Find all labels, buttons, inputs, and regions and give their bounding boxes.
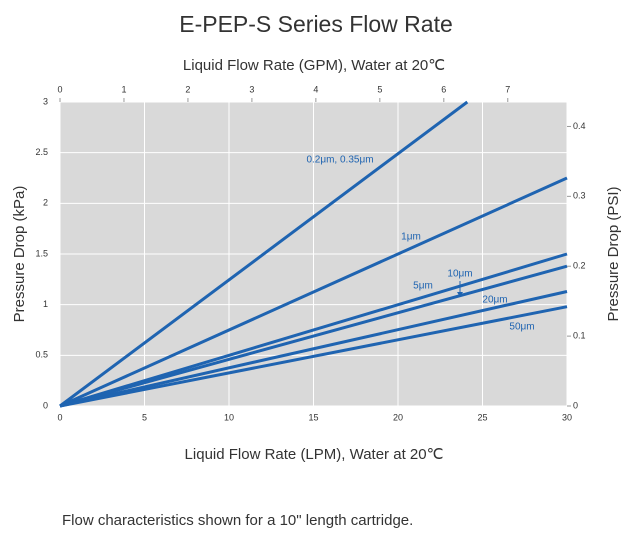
series-line bbox=[59, 290, 568, 408]
y2-tick-label: 0.3 bbox=[573, 191, 586, 201]
series-label: 0.2μm, 0.35μm bbox=[306, 155, 373, 166]
x-tick-label: 20 bbox=[393, 412, 403, 422]
y-tick-label: 1 bbox=[43, 299, 48, 309]
y2-tick-label: 0.4 bbox=[573, 121, 586, 131]
series-label: 10μm bbox=[447, 269, 472, 280]
x2-tick-label: 3 bbox=[249, 84, 254, 94]
x-axis-label: Liquid Flow Rate (LPM), Water at 20℃ bbox=[185, 446, 444, 463]
series-label: 50μm bbox=[509, 322, 534, 333]
series-label: 20μm bbox=[482, 295, 507, 306]
y-tick-label: 0 bbox=[43, 400, 48, 410]
y-tick-label: 2 bbox=[43, 198, 48, 208]
y-tick-label: 1.5 bbox=[35, 248, 48, 258]
x-tick-label: 15 bbox=[308, 412, 318, 422]
x2-tick-label: 2 bbox=[185, 84, 190, 94]
x2-tick-label: 0 bbox=[57, 84, 62, 94]
x2-tick-label: 4 bbox=[313, 84, 318, 94]
series-line bbox=[59, 176, 568, 408]
y-tick-label: 0.5 bbox=[35, 350, 48, 360]
series-line bbox=[59, 252, 568, 408]
series-label: 5μm bbox=[413, 281, 433, 292]
x-tick-label: 0 bbox=[57, 412, 62, 422]
x-tick-label: 30 bbox=[562, 412, 572, 422]
series-line bbox=[59, 100, 469, 408]
y2-tick-label: 0.1 bbox=[573, 330, 586, 340]
x2-tick-label: 7 bbox=[505, 84, 510, 94]
series-line bbox=[59, 305, 568, 408]
label-arrow-head bbox=[457, 292, 463, 297]
y2-tick-label: 0.2 bbox=[573, 261, 586, 271]
x2-tick-label: 1 bbox=[121, 84, 126, 94]
x-tick-label: 5 bbox=[142, 412, 147, 422]
y-tick-label: 3 bbox=[43, 96, 48, 106]
x2-tick-label: 6 bbox=[441, 84, 446, 94]
x-tick-label: 10 bbox=[224, 412, 234, 422]
series-label: 1μm bbox=[401, 232, 421, 243]
x-tick-label: 25 bbox=[477, 412, 487, 422]
chart-title: E-PEP-S Series Flow Rate bbox=[179, 11, 453, 37]
y-tick-label: 2.5 bbox=[35, 147, 48, 157]
x2-tick-label: 5 bbox=[377, 84, 382, 94]
x2-axis-label: Liquid Flow Rate (GPM), Water at 20℃ bbox=[183, 57, 445, 74]
y2-axis-label: Pressure Drop (PSI) bbox=[605, 186, 622, 321]
y2-tick-label: 0 bbox=[573, 400, 578, 410]
caption: Flow characteristics shown for a 10" len… bbox=[62, 512, 413, 529]
y-axis-label: Pressure Drop (kPa) bbox=[11, 186, 28, 323]
series-line bbox=[59, 264, 568, 408]
